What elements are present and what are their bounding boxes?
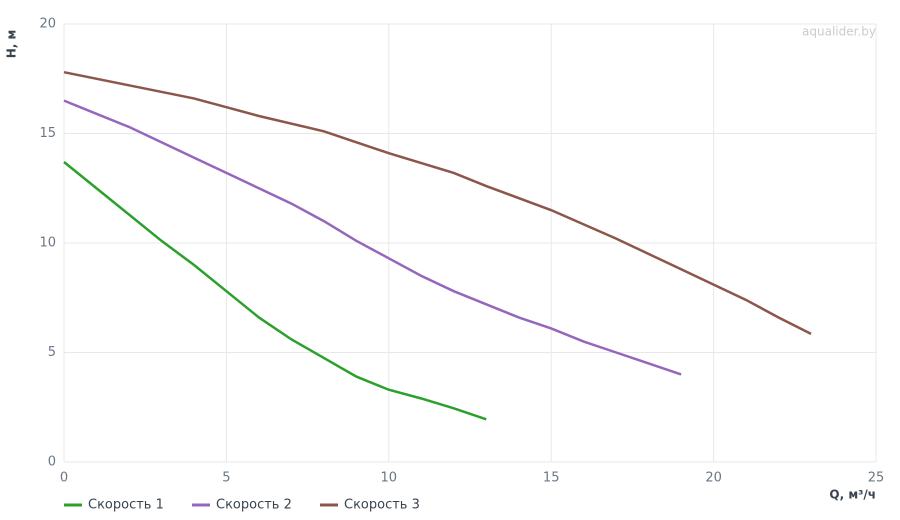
y-tick-label: 15 (39, 126, 56, 141)
y-tick-label: 20 (39, 17, 56, 32)
legend-label: Скорость 3 (344, 498, 420, 513)
y-axis-label: H, м (5, 30, 19, 59)
x-tick-label: 5 (222, 471, 230, 486)
line (63, 70, 812, 336)
y-tick-label: 0 (48, 455, 56, 470)
x-axis-label: Q, м³/ч (829, 488, 876, 502)
x-tick-label: 0 (60, 471, 68, 486)
x-tick-label: 25 (868, 471, 885, 486)
x-tick-label: 10 (381, 471, 398, 486)
y-tick-label: 5 (48, 345, 56, 360)
watermark: aqualider.by (802, 25, 876, 39)
x-tick-label: 15 (543, 471, 560, 486)
line (63, 160, 487, 421)
x-tick-label: 20 (705, 471, 722, 486)
line (63, 99, 682, 376)
legend-label: Скорость 2 (216, 498, 292, 513)
y-tick-label: 10 (39, 236, 56, 251)
legend-label: Скорость 1 (88, 498, 164, 513)
